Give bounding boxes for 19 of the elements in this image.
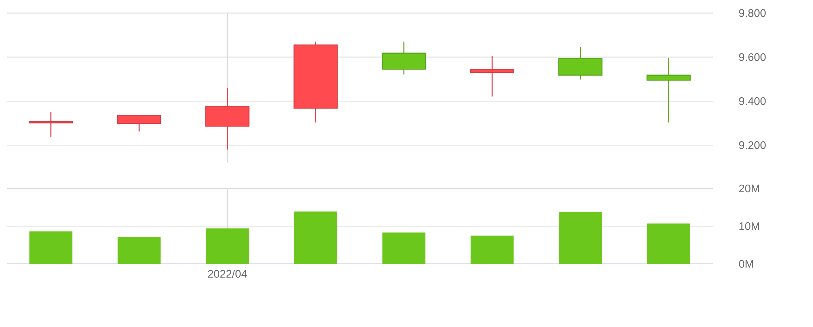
bar <box>382 232 426 264</box>
y-tick-label: 0M <box>739 260 754 268</box>
candlestick <box>470 56 514 98</box>
bar <box>118 236 161 264</box>
bar <box>30 232 73 264</box>
x-tick-label: 2022/04 <box>208 270 248 278</box>
bar <box>470 236 514 264</box>
bar <box>559 212 602 264</box>
y-tick-label: 10M <box>740 222 760 230</box>
y-tick-label: 9.800 <box>739 9 766 18</box>
bar <box>294 212 338 264</box>
bar <box>206 228 250 264</box>
candlestick <box>29 112 74 138</box>
bar <box>647 224 690 264</box>
y-tick-label: 9.600 <box>739 53 766 62</box>
y-tick-label: 9.200 <box>739 142 766 150</box>
y-tick-label: 20M <box>739 184 760 193</box>
candlestick <box>646 58 691 124</box>
y-tick-label: 9.400 <box>739 97 766 106</box>
